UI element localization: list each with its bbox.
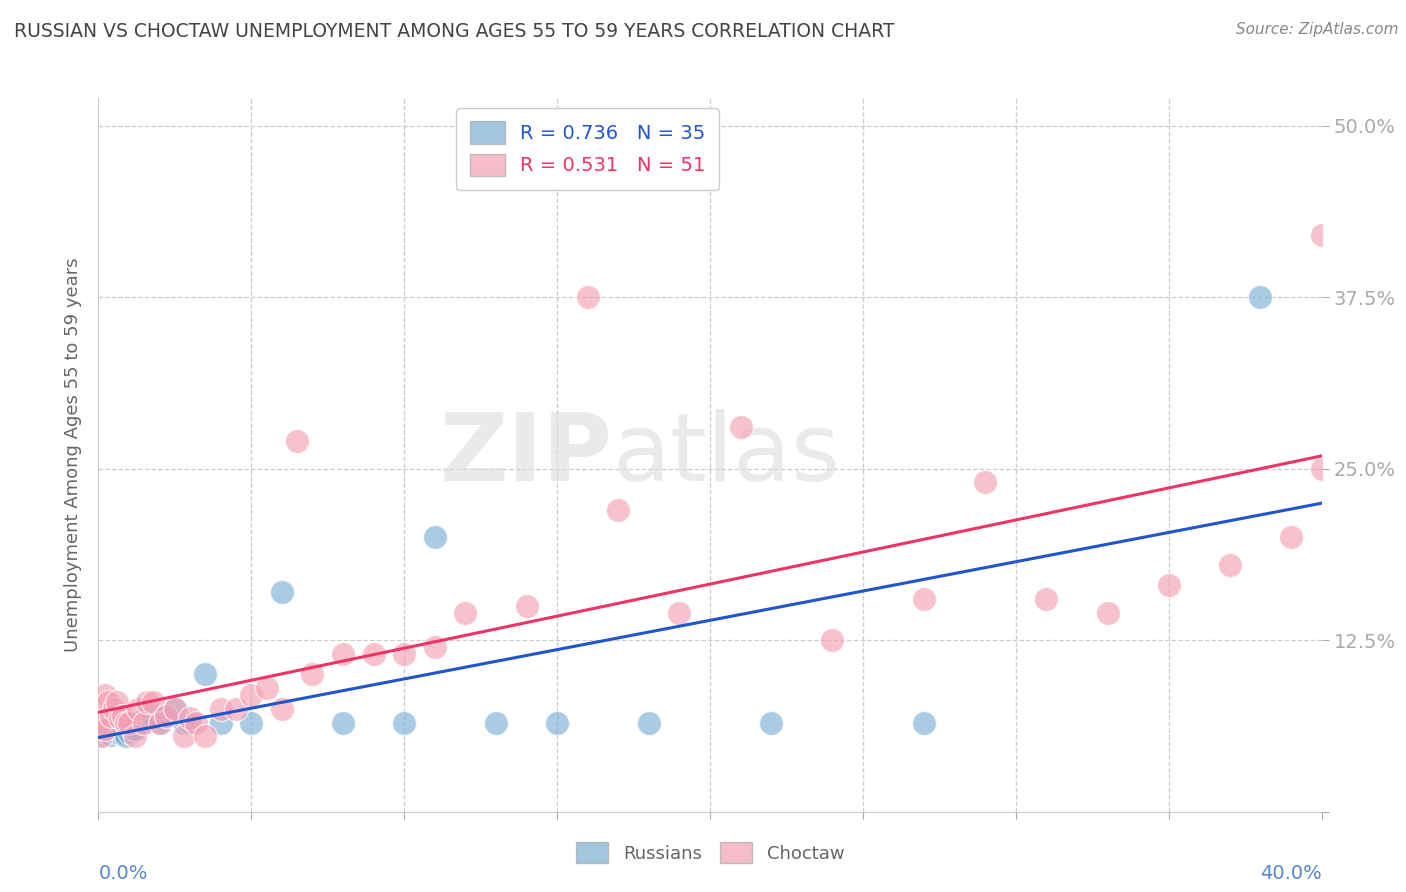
Point xyxy=(108,711,131,725)
Point xyxy=(974,475,997,490)
Point xyxy=(454,606,477,620)
Text: atlas: atlas xyxy=(612,409,841,501)
Text: ZIP: ZIP xyxy=(439,409,612,501)
Point xyxy=(93,728,115,742)
Point xyxy=(912,592,935,607)
Legend: Russians, Choctaw: Russians, Choctaw xyxy=(568,835,852,871)
Point xyxy=(240,715,263,730)
Point xyxy=(576,290,599,304)
Point xyxy=(1157,578,1180,592)
Point xyxy=(127,702,149,716)
Point xyxy=(90,715,112,730)
Point xyxy=(485,715,508,730)
Point xyxy=(97,695,120,709)
Text: 0.0%: 0.0% xyxy=(98,863,148,883)
Point xyxy=(163,702,186,716)
Point xyxy=(163,702,186,716)
Point xyxy=(90,729,112,743)
Point xyxy=(173,729,195,743)
Point xyxy=(93,723,115,737)
Point xyxy=(730,420,752,434)
Point xyxy=(270,702,292,716)
Point xyxy=(115,715,138,730)
Point xyxy=(392,715,416,730)
Point xyxy=(607,503,630,517)
Point xyxy=(108,726,131,740)
Point xyxy=(142,695,165,709)
Point xyxy=(118,715,141,730)
Point xyxy=(124,723,146,737)
Point xyxy=(118,725,141,739)
Point xyxy=(759,715,782,730)
Point xyxy=(134,715,156,730)
Point xyxy=(97,723,120,737)
Point xyxy=(105,695,128,709)
Point xyxy=(115,729,138,743)
Point xyxy=(121,723,143,737)
Point xyxy=(100,728,122,742)
Point xyxy=(103,725,125,739)
Point xyxy=(1310,228,1333,243)
Point xyxy=(256,681,278,696)
Point xyxy=(912,715,935,730)
Text: 40.0%: 40.0% xyxy=(1260,863,1322,883)
Point xyxy=(136,695,159,709)
Point xyxy=(194,729,217,743)
Text: Source: ZipAtlas.com: Source: ZipAtlas.com xyxy=(1236,22,1399,37)
Point xyxy=(363,647,385,661)
Text: RUSSIAN VS CHOCTAW UNEMPLOYMENT AMONG AGES 55 TO 59 YEARS CORRELATION CHART: RUSSIAN VS CHOCTAW UNEMPLOYMENT AMONG AG… xyxy=(14,22,894,41)
Point xyxy=(149,715,172,730)
Point xyxy=(637,715,661,730)
Point xyxy=(105,723,128,737)
Point xyxy=(124,729,146,743)
Point xyxy=(179,715,201,730)
Point xyxy=(1035,592,1057,607)
Point xyxy=(1097,606,1119,620)
Point xyxy=(270,585,292,599)
Point xyxy=(1249,290,1271,304)
Point xyxy=(136,708,159,723)
Point xyxy=(332,647,354,661)
Point xyxy=(821,633,844,648)
Point xyxy=(129,715,152,730)
Point xyxy=(179,711,201,725)
Point xyxy=(194,667,217,681)
Point xyxy=(90,729,112,743)
Point xyxy=(285,434,308,449)
Point xyxy=(546,715,568,730)
Point xyxy=(142,708,165,723)
Point xyxy=(186,715,208,730)
Point xyxy=(209,702,232,716)
Point xyxy=(225,702,247,716)
Point xyxy=(423,640,446,654)
Point xyxy=(97,726,120,740)
Point xyxy=(100,708,122,723)
Point xyxy=(103,702,125,716)
Point xyxy=(1279,530,1302,544)
Point xyxy=(240,688,263,702)
Point xyxy=(668,606,690,620)
Y-axis label: Unemployment Among Ages 55 to 59 years: Unemployment Among Ages 55 to 59 years xyxy=(63,258,82,652)
Point xyxy=(1219,558,1241,572)
Point xyxy=(155,708,177,723)
Point xyxy=(173,715,195,730)
Point xyxy=(111,708,134,723)
Point xyxy=(155,708,177,723)
Point xyxy=(149,715,172,730)
Point xyxy=(93,688,115,702)
Point xyxy=(93,725,115,739)
Point xyxy=(1310,461,1333,475)
Point xyxy=(301,667,323,681)
Point xyxy=(209,715,232,730)
Point xyxy=(392,647,416,661)
Point xyxy=(423,530,446,544)
Point xyxy=(111,725,134,739)
Point xyxy=(516,599,538,613)
Point xyxy=(332,715,354,730)
